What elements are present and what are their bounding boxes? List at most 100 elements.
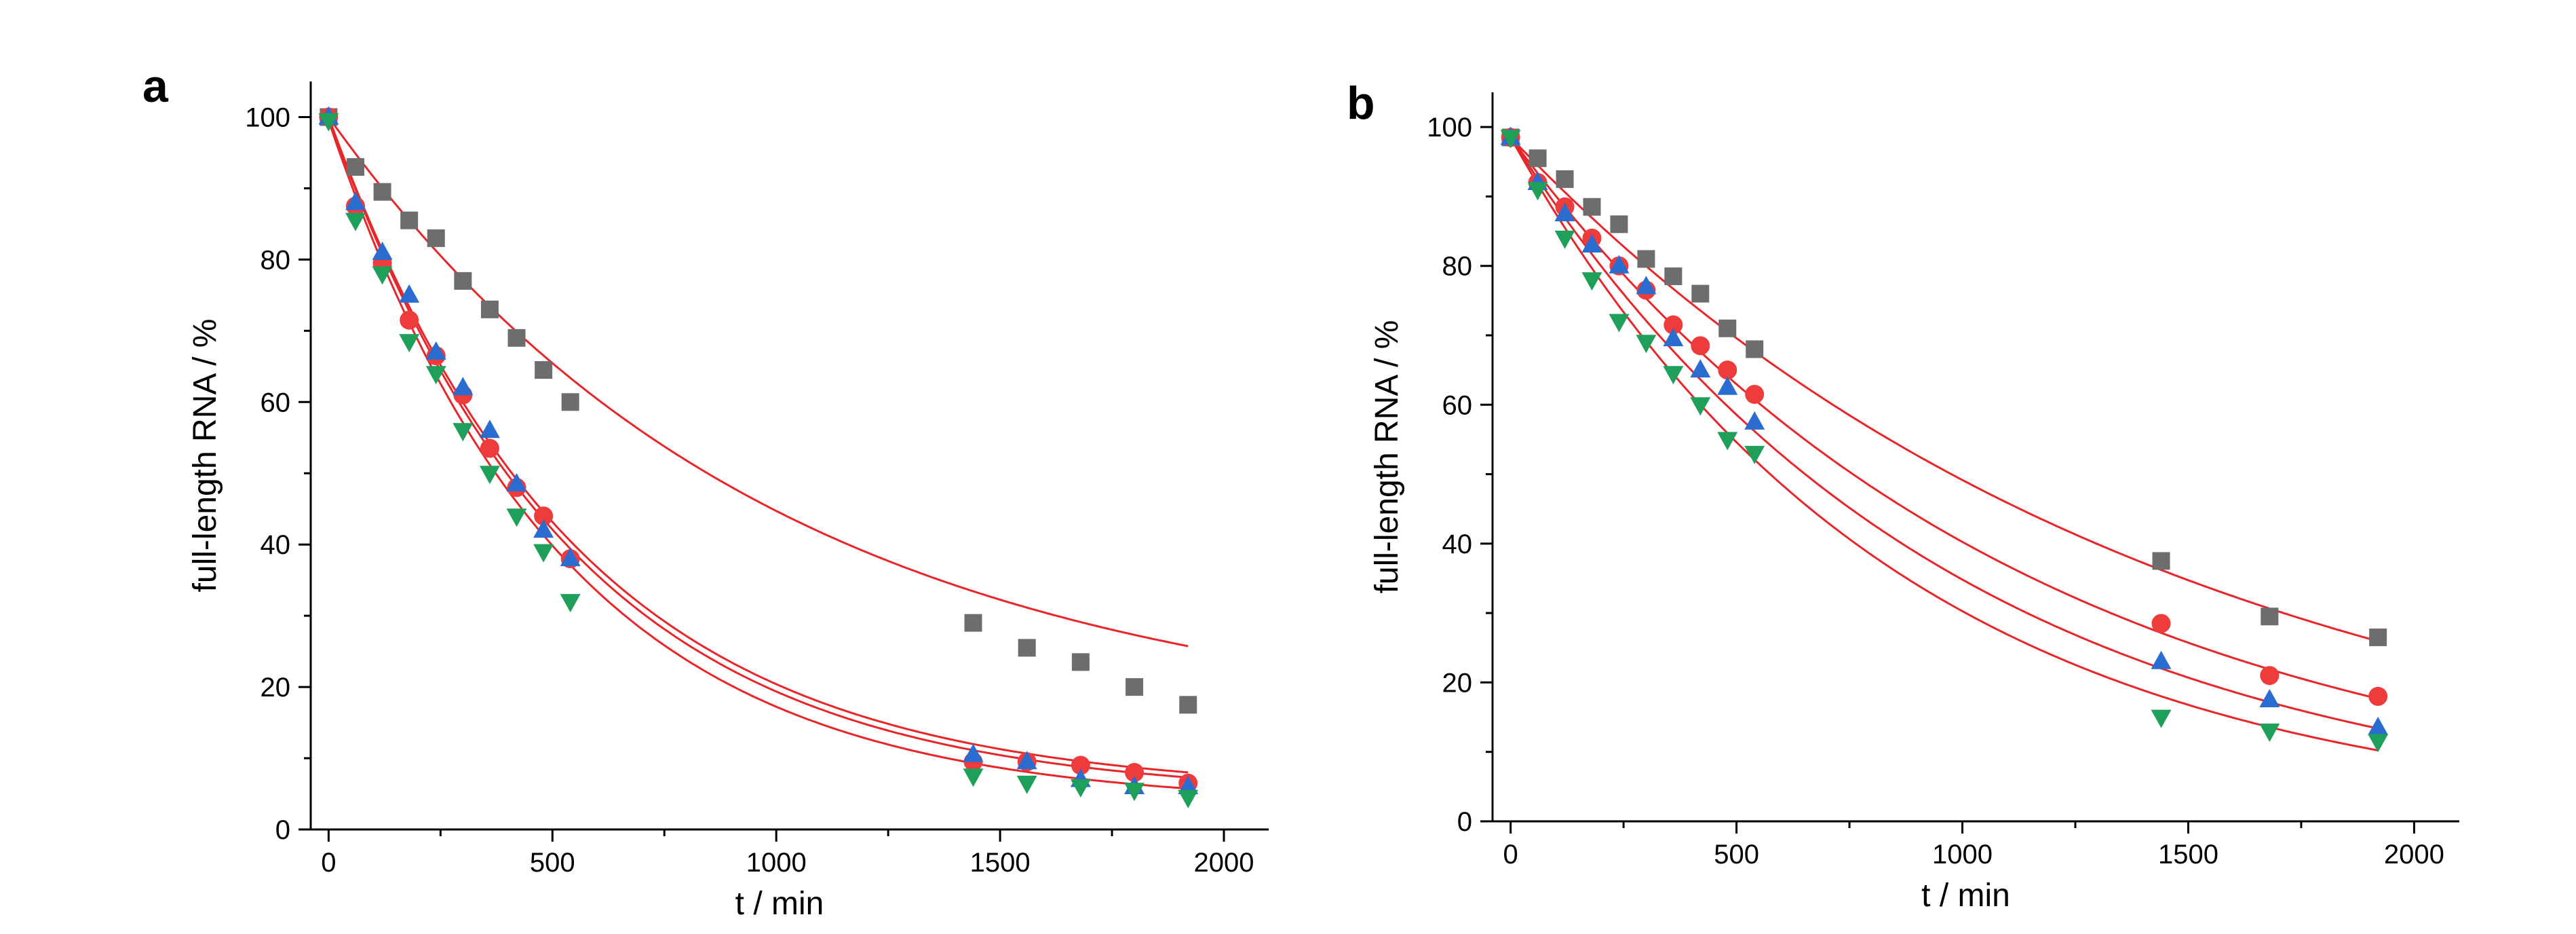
- data-point-triangle-down: [1527, 182, 1548, 201]
- panel-letter: b: [1347, 77, 1375, 129]
- y-tick-label: 80: [1442, 252, 1473, 282]
- data-point-triangle-up: [506, 472, 527, 491]
- y-tick-label: 100: [1427, 113, 1472, 143]
- data-point-triangle-down: [1690, 397, 1711, 416]
- data-point-triangle-down: [2368, 734, 2389, 753]
- data-point-triangle-down: [345, 212, 366, 231]
- y-tick-label: 60: [261, 388, 291, 417]
- data-point-square: [1071, 653, 1090, 671]
- y-axis-title: full-length RNA / %: [1369, 320, 1405, 594]
- data-point-square: [1664, 267, 1683, 286]
- x-tick-label: 500: [530, 848, 575, 878]
- data-point-circle: [1664, 315, 1683, 335]
- x-tick-label: 0: [321, 848, 336, 878]
- data-point-triangle-down: [479, 466, 500, 485]
- data-point-triangle-up: [560, 548, 581, 567]
- data-point-square: [427, 229, 445, 247]
- data-point-square: [1179, 696, 1197, 714]
- fit-curve-triangle-up: [327, 116, 1189, 779]
- data-point-square: [1691, 284, 1710, 303]
- x-tick-label: 2000: [1194, 848, 1254, 878]
- data-point-triangle-down: [372, 266, 393, 285]
- data-point-square: [561, 393, 579, 411]
- data-point-triangle-up: [479, 419, 500, 438]
- y-tick-label: 0: [275, 815, 290, 845]
- data-point-square: [1583, 198, 1601, 216]
- data-point-triangle-up: [1663, 328, 1684, 347]
- data-point-triangle-down: [506, 508, 527, 527]
- data-point-triangle-down: [399, 334, 420, 353]
- data-point-square: [1556, 170, 1574, 188]
- data-point-triangle-down: [1554, 230, 1575, 249]
- data-point-triangle-down: [453, 423, 474, 442]
- y-tick-label: 40: [261, 530, 291, 560]
- fit-curve-square: [328, 116, 1189, 648]
- y-tick-label: 20: [261, 673, 291, 703]
- data-point-square: [1529, 149, 1547, 168]
- data-point-triangle-up: [1609, 255, 1630, 274]
- data-point-circle: [1718, 360, 1737, 380]
- x-tick-label: 2000: [2384, 840, 2444, 870]
- data-point-square: [454, 272, 472, 290]
- data-point-triangle-down: [1178, 789, 1199, 808]
- fit-curve-triangle-up: [1510, 136, 2379, 730]
- fit-curve-circle: [327, 116, 1189, 774]
- data-point-square: [1126, 678, 1144, 696]
- data-point-circle: [480, 438, 499, 458]
- data-point-triangle-up: [1178, 776, 1199, 795]
- y-tick-label: 100: [245, 102, 290, 132]
- data-point-square: [507, 329, 526, 347]
- data-point-triangle-down: [318, 113, 339, 132]
- data-point-triangle-up: [399, 284, 420, 303]
- data-point-triangle-down: [1500, 130, 1521, 149]
- data-point-triangle-up: [453, 377, 474, 396]
- data-point-triangle-up: [1717, 376, 1738, 395]
- data-point-square: [480, 300, 499, 318]
- data-point-circle: [2151, 614, 2171, 633]
- data-point-triangle-down: [1717, 432, 1738, 451]
- data-point-square: [1746, 340, 1764, 358]
- data-point-triangle-up: [425, 341, 446, 360]
- data-point-triangle-down: [1744, 445, 1765, 464]
- data-point-square: [1637, 250, 1655, 268]
- data-point-square: [400, 211, 419, 229]
- data-point-triangle-up: [2368, 716, 2389, 735]
- data-point-triangle-down: [963, 768, 984, 787]
- data-point-triangle-up: [533, 519, 554, 538]
- data-point-circle: [400, 310, 419, 330]
- data-point-circle: [1745, 384, 1765, 404]
- x-tick-label: 1500: [2158, 840, 2218, 870]
- data-point-circle: [2260, 666, 2280, 686]
- y-axis-title: full-length RNA / %: [187, 319, 223, 593]
- fit-curve-square: [1510, 136, 2379, 643]
- data-point-circle: [534, 506, 554, 526]
- data-point-triangle-down: [1124, 783, 1145, 802]
- data-point-triangle-down: [560, 594, 581, 613]
- y-tick-label: 60: [1442, 390, 1473, 420]
- y-tick-label: 20: [1442, 668, 1473, 698]
- y-tick-label: 40: [1442, 529, 1473, 559]
- panel-letter: a: [142, 60, 169, 112]
- data-point-triangle-up: [1636, 276, 1657, 295]
- data-point-triangle-down: [1581, 272, 1602, 291]
- data-point-circle: [1071, 755, 1090, 775]
- data-point-circle: [1691, 336, 1710, 356]
- data-point-triangle-up: [1690, 359, 1711, 378]
- data-point-square: [535, 361, 553, 379]
- fit-curve-triangle-down: [327, 120, 1189, 790]
- x-axis-title: t / min: [735, 886, 824, 922]
- y-tick-label: 0: [1457, 807, 1472, 837]
- data-point-square: [964, 614, 982, 632]
- data-point-square: [346, 157, 364, 176]
- x-tick-label: 500: [1714, 840, 1759, 870]
- data-point-circle: [2368, 686, 2388, 706]
- data-point-triangle-up: [1581, 234, 1602, 253]
- fit-curve-triangle-down: [1510, 136, 2379, 751]
- data-point-triangle-up: [1554, 203, 1575, 221]
- data-point-square: [1610, 215, 1628, 234]
- data-point-square: [2261, 608, 2279, 626]
- fit-curve-circle: [1510, 136, 2379, 700]
- data-point-circle: [1125, 763, 1145, 783]
- data-point-triangle-up: [345, 191, 366, 210]
